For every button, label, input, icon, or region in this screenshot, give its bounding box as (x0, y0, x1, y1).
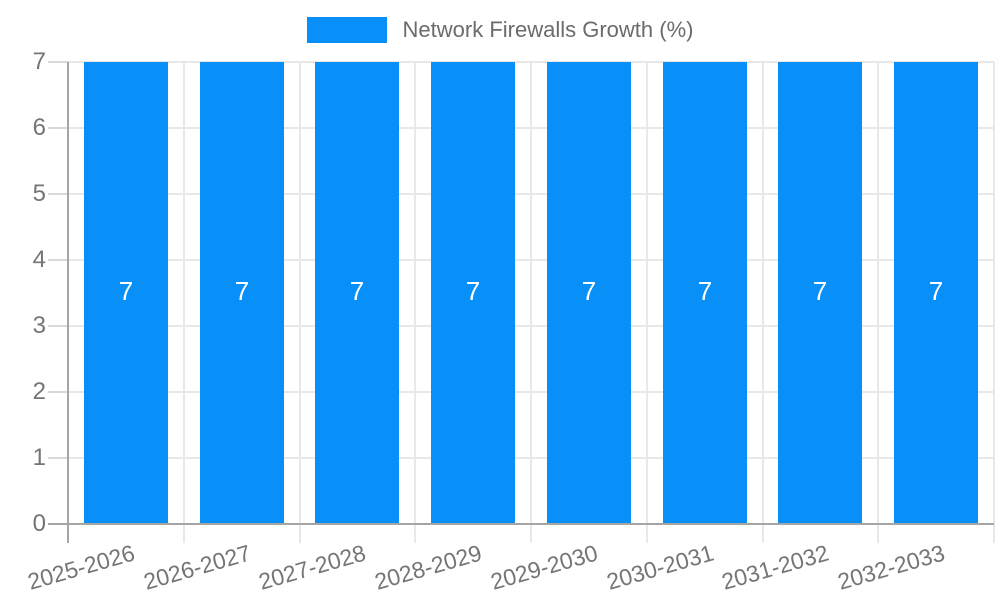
legend: Network Firewalls Growth (%) (0, 17, 1000, 43)
y-tick (48, 61, 68, 63)
bar[interactable]: 7 (431, 62, 515, 524)
bar-value-label: 7 (118, 275, 134, 306)
y-tick (48, 457, 68, 459)
y-tick (48, 127, 68, 129)
x-gridline (993, 62, 995, 543)
bar[interactable]: 7 (200, 62, 284, 524)
y-axis-label: 4 (32, 246, 46, 273)
bar[interactable]: 7 (663, 62, 747, 524)
y-axis-label: 5 (32, 180, 46, 207)
bar[interactable]: 7 (315, 62, 399, 524)
bar[interactable]: 7 (778, 62, 862, 524)
y-axis-line (67, 62, 69, 543)
y-axis-label: 3 (32, 312, 46, 339)
y-axis-label: 2 (32, 378, 46, 405)
legend-swatch (306, 17, 387, 43)
bar-value-label: 7 (349, 275, 365, 306)
x-gridline (761, 62, 764, 543)
y-axis-label: 0 (32, 510, 46, 537)
bar[interactable]: 7 (894, 62, 978, 524)
bar-value-label: 7 (581, 275, 597, 306)
y-axis-label: 7 (32, 48, 46, 75)
x-axis-line (48, 523, 994, 525)
x-gridline (877, 62, 880, 543)
bar-value-label: 7 (234, 275, 250, 306)
bar-value-label: 7 (697, 275, 713, 306)
bar[interactable]: 7 (547, 62, 631, 524)
x-gridline (414, 62, 417, 543)
y-axis-label: 1 (32, 444, 46, 471)
y-tick (48, 325, 68, 327)
y-axis-label: 6 (32, 114, 46, 141)
y-tick (48, 193, 68, 195)
bar-value-label: 7 (465, 275, 481, 306)
x-gridline (530, 62, 532, 543)
x-gridline (298, 62, 301, 543)
x-gridline (182, 62, 185, 543)
legend-label: Network Firewalls Growth (%) (402, 17, 694, 42)
y-tick (48, 391, 68, 393)
bar-value-label: 7 (928, 275, 944, 306)
y-tick (48, 259, 68, 261)
bar-value-label: 7 (812, 275, 828, 306)
x-gridline (645, 62, 648, 543)
bar[interactable]: 7 (84, 62, 168, 524)
